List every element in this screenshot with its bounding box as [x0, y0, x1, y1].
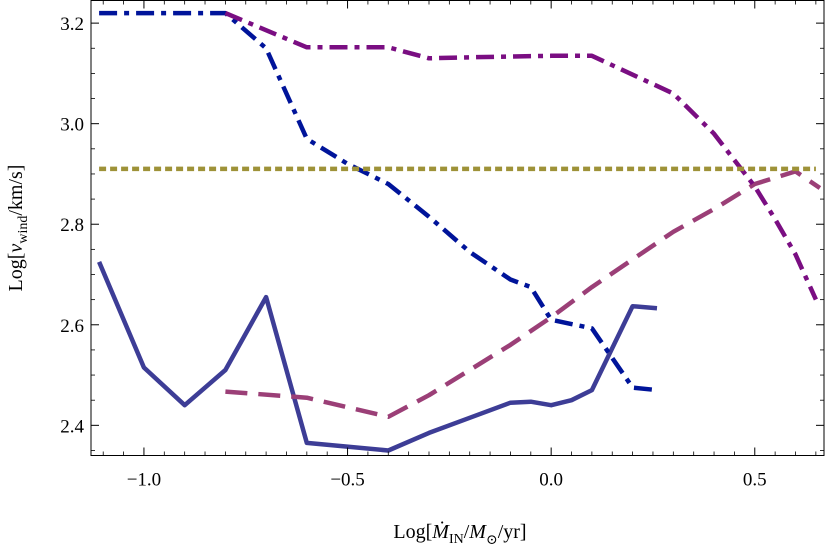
x-tick-label: −0.5: [330, 470, 364, 491]
series-dashdot-purple: [224, 11, 818, 301]
x-axis-title-mdot: Ṁ: [431, 520, 450, 543]
plot-frame: [90, 0, 825, 456]
y-tick-label: 2.8: [60, 215, 84, 236]
x-tick-label: 0.5: [743, 470, 767, 491]
x-axis-title-sub-sun: ⊙: [486, 533, 498, 548]
tick-label-layer: −1.0 −0.5 0.0 0.5 2.4 2.6 2.8 3.0 3.2: [60, 14, 766, 490]
x-tick-label: 0.0: [539, 470, 563, 491]
y-axis-title-suffix: /km/s]: [5, 165, 27, 216]
y-axis-title-prefix: Log[: [5, 253, 27, 292]
series-solid-blue: [97, 261, 658, 453]
x-axis-title-slash: /: [464, 521, 470, 543]
x-axis-title-prefix: Log[: [393, 521, 432, 543]
y-tick-label: 3.0: [60, 115, 84, 136]
series-dashed-mauve: [225, 169, 822, 420]
y-tick-label: 2.6: [60, 316, 84, 337]
series-dashdot-blue: [99, 10, 658, 393]
y-tick-label: 2.4: [60, 416, 84, 437]
x-axis-title-suffix: /yr]: [498, 521, 527, 543]
x-axis-title: Log[ṀIN/M⊙/yr]: [393, 520, 526, 548]
y-tick-label: 3.2: [60, 14, 84, 35]
x-axis-title-m: M: [468, 521, 487, 543]
tick-layer: [91, 0, 824, 456]
y-axis-title-sub-wind: wind: [16, 216, 31, 244]
series-layer: [97, 10, 822, 453]
y-axis-title: Log[vwind/km/s]: [5, 165, 31, 292]
x-axis-title-sub-in: IN: [449, 532, 464, 547]
x-tick-label: −1.0: [127, 470, 161, 491]
y-axis-title-v: v: [5, 244, 27, 253]
